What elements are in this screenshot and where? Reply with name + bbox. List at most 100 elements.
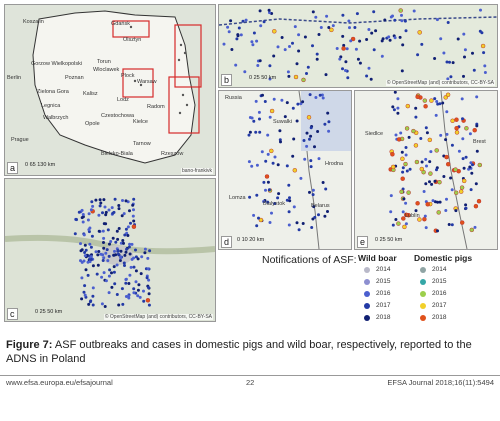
wild-boar-case-marker [436, 200, 440, 204]
wild-boar-case-marker [102, 256, 106, 260]
wild-boar-case-marker [91, 264, 95, 268]
wild-boar-case-marker [86, 218, 90, 222]
domestic-pig-outbreak-marker [390, 152, 395, 157]
wild-boar-case-marker [255, 39, 259, 43]
wild-boar-case-marker [420, 160, 424, 164]
wild-boar-case-marker [98, 198, 102, 202]
inset-box-d [174, 24, 202, 88]
wild-boar-case-marker [84, 248, 88, 252]
wild-boar-case-marker [308, 190, 311, 194]
wild-boar-case-marker [324, 73, 328, 77]
wild-boar-case-marker [400, 13, 403, 17]
legend-item: 2016 [364, 290, 390, 297]
city-label: Olsztyn [123, 37, 142, 43]
domestic-pig-outbreak-marker [269, 108, 275, 114]
wild-boar-case-marker [346, 76, 350, 80]
wild-boar-case-marker [461, 157, 465, 161]
wild-boar-case-marker [365, 74, 369, 78]
wild-boar-case-marker [312, 205, 316, 209]
poland-outline-map [32, 10, 202, 164]
wild-boar-case-marker [448, 60, 451, 64]
wild-boar-case-marker [392, 108, 396, 112]
wild-boar-case-marker [442, 51, 446, 55]
domestic-pig-outbreak-marker [445, 161, 451, 167]
domestic-pig-outbreak-marker [413, 143, 419, 148]
wild-boar-case-marker [291, 154, 295, 158]
domestic-pig-outbreak-marker [459, 220, 465, 225]
wild-boar-case-marker [327, 120, 331, 124]
wild-boar-case-marker [404, 146, 408, 149]
wild-boar-case-marker [82, 233, 86, 237]
wild-boar-case-marker [96, 263, 100, 267]
wild-boar-case-marker [287, 74, 291, 78]
domestic-pig-outbreak-marker [400, 176, 405, 181]
wild-boar-case-marker [264, 159, 268, 163]
wild-boar-case-marker [143, 251, 147, 255]
wild-boar-case-marker [130, 257, 134, 261]
legend-item: 2015 [364, 278, 390, 285]
wild-boar-case-marker [264, 188, 267, 192]
wild-boar-case-marker [105, 248, 109, 252]
wild-boar-case-marker [262, 20, 266, 24]
domestic-pig-outbreak-marker [423, 104, 428, 109]
domestic-pig-outbreak-marker [341, 46, 346, 51]
wild-boar-case-marker [132, 265, 136, 269]
wild-boar-case-marker [449, 75, 453, 79]
wild-boar-case-marker [401, 43, 405, 47]
domestic-pig-outbreak-marker [401, 216, 406, 221]
domestic-pig-outbreak-marker [436, 210, 441, 215]
wild-boar-case-marker [457, 149, 461, 153]
domestic-pig-outbreak-marker [406, 190, 411, 195]
domestic-pig-outbreak-marker [425, 202, 430, 207]
city-label: Siedlce [365, 131, 384, 137]
wild-boar-case-marker [81, 215, 85, 219]
wild-boar-case-marker [349, 39, 353, 43]
wild-boar-case-marker [344, 69, 347, 72]
wild-boar-case-marker [79, 249, 83, 253]
domestic-pig-outbreak-marker [400, 156, 405, 162]
wild-boar-case-marker [248, 195, 252, 199]
domestic-pig-outbreak-marker [293, 74, 299, 80]
wild-boar-case-marker [475, 149, 479, 153]
wild-boar-case-marker [227, 30, 231, 34]
wild-boar-case-marker [283, 48, 287, 52]
wild-boar-case-marker [388, 38, 392, 42]
wild-boar-case-marker [400, 69, 404, 73]
wild-boar-case-marker [125, 231, 129, 235]
wild-boar-case-marker [266, 152, 270, 156]
city-label: Hrodna [325, 161, 344, 167]
city-label: Koszalin [23, 19, 44, 25]
wild-boar-case-marker [87, 302, 91, 306]
wild-boar-case-marker [127, 282, 131, 285]
wild-boar-case-marker [372, 48, 376, 52]
wild-boar-case-marker [372, 10, 376, 14]
scale-bar: 0 25 50 km [249, 75, 277, 81]
city-label: Berlin [7, 75, 22, 81]
domestic-pig-outbreak-marker [419, 166, 425, 172]
wild-boar-case-marker [81, 213, 85, 216]
wild-boar-case-marker [124, 277, 128, 281]
wild-boar-case-marker [436, 102, 440, 106]
wild-boar-case-marker [434, 113, 438, 117]
wild-boar-case-marker [356, 57, 360, 61]
legend-item: 2018 [420, 314, 446, 321]
wild-boar-case-marker [309, 134, 313, 138]
city-label: Gdańsk [111, 21, 130, 27]
domestic-pig-outbreak-marker [461, 178, 467, 184]
map-panel-b: 0 25 50 km © OpenStreetMap (and) contrib… [218, 4, 498, 88]
wild-boar-case-marker [358, 61, 362, 65]
domestic-pig-outbreak-marker [422, 98, 428, 103]
wild-boar-case-marker [401, 166, 405, 170]
wild-boar-case-marker [132, 219, 136, 223]
domestic-pig-outbreak-marker [445, 92, 451, 98]
wild-boar-case-marker [109, 240, 113, 243]
footer-url[interactable]: www.efsa.europa.eu/efsajournal [6, 378, 113, 387]
wild-boar-case-marker [262, 200, 266, 203]
wild-boar-case-marker [132, 208, 135, 212]
map-panel-a: Koszalin Gdańsk Olsztyn Berlin Gorzow Wi… [4, 4, 216, 176]
wild-boar-case-marker [108, 242, 111, 246]
domestic-pig-outbreak-marker [454, 130, 460, 135]
wild-boar-case-marker [471, 163, 474, 167]
wild-boar-case-marker [132, 287, 136, 291]
legend-year: 2014 [376, 266, 391, 273]
